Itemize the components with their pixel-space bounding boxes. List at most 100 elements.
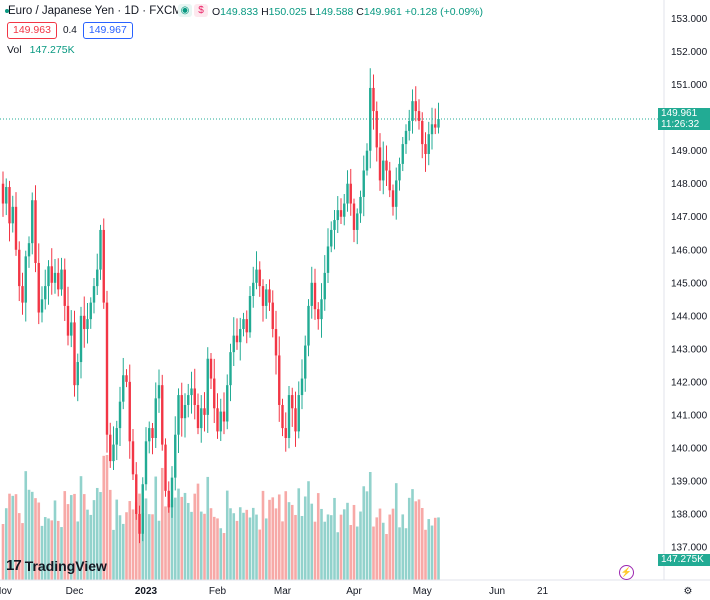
candle	[278, 336, 281, 422]
close-value: 149.961	[363, 6, 402, 18]
candle-body	[430, 124, 434, 135]
price-tick-label: 145.000	[671, 278, 708, 289]
volume-bar	[27, 489, 31, 580]
candle-body	[34, 200, 37, 263]
candle	[18, 241, 21, 302]
close-label: C	[356, 6, 364, 18]
lightning-icon[interactable]: ⚡	[619, 565, 634, 580]
volume-bar	[427, 519, 431, 580]
candle	[53, 258, 57, 294]
volume-bar	[297, 488, 301, 580]
volume-bar	[258, 529, 262, 580]
candle-body	[294, 408, 297, 432]
candle	[326, 228, 330, 283]
sell-button[interactable]: 149.963	[7, 22, 57, 39]
volume-bar	[121, 523, 125, 580]
candle-body	[235, 335, 239, 343]
candle-body	[362, 170, 365, 197]
time-tick-label: 21	[537, 586, 549, 597]
volume-bar	[17, 513, 21, 580]
candle-body	[128, 381, 131, 442]
candle	[265, 284, 268, 319]
candle-body	[109, 434, 112, 462]
buy-button[interactable]: 149.967	[82, 22, 133, 39]
volume-bars	[1, 455, 440, 580]
volume-bar	[411, 489, 414, 580]
volume-bar	[225, 490, 229, 580]
candle-body	[245, 319, 248, 333]
candle	[229, 343, 232, 402]
time-tick-label: Apr	[346, 586, 362, 597]
candle-body	[83, 315, 86, 330]
volume-bar	[232, 513, 236, 580]
candle-body	[76, 362, 79, 386]
volume-bar	[79, 476, 83, 580]
volume-bar	[95, 487, 99, 580]
candle-body	[31, 200, 34, 244]
candle	[37, 243, 40, 325]
candle-body	[365, 150, 369, 171]
candle-body	[310, 282, 313, 306]
candle	[235, 318, 239, 350]
volume-bar	[8, 493, 11, 580]
candle	[31, 192, 34, 255]
candle-body	[183, 404, 187, 419]
volume-bar	[1, 524, 5, 580]
candle-body	[359, 196, 362, 214]
candle	[356, 208, 359, 245]
candle-body	[304, 345, 307, 379]
candle-body	[86, 319, 89, 330]
candle	[352, 198, 356, 243]
candle-body	[92, 286, 96, 303]
volume-bar	[378, 508, 382, 580]
candle	[291, 387, 294, 427]
axis-settings-icon[interactable]: ⚙	[684, 586, 693, 597]
candle	[141, 477, 144, 542]
candle-body	[144, 441, 148, 485]
candle	[372, 74, 375, 130]
candle	[118, 386, 122, 446]
candle-body	[206, 358, 209, 415]
candle-body	[102, 229, 105, 303]
price-tick-label: 140.000	[671, 443, 708, 454]
candle-body	[115, 428, 118, 445]
volume-bar	[424, 529, 427, 580]
candle-body	[209, 358, 213, 379]
candle	[359, 190, 362, 223]
time-tick-label: 2023	[135, 586, 158, 597]
eye-icon[interactable]: ◉	[178, 4, 192, 17]
candle	[349, 168, 352, 216]
volume-legend[interactable]: Vol 147.275K	[7, 44, 75, 56]
candle-body	[291, 395, 294, 409]
candle-body	[47, 266, 50, 287]
price-tick-label: 142.000	[671, 377, 708, 388]
candle-body	[187, 395, 190, 405]
time-tick-label: Jun	[489, 586, 505, 597]
volume-bar	[177, 488, 180, 580]
candle-body	[14, 206, 18, 250]
candle	[40, 286, 44, 323]
volume-bar	[287, 502, 291, 580]
volume-bar	[313, 521, 317, 580]
symbol-title[interactable]: Euro / Japanese Yen · 1D · FXCM	[8, 5, 182, 17]
candle	[66, 286, 70, 346]
candle	[138, 505, 141, 544]
volume-bar	[193, 493, 197, 580]
candle-body	[333, 220, 336, 230]
candle	[271, 290, 274, 338]
tradingview-logo[interactable]: 17 TradingView	[6, 557, 107, 574]
volume-bar	[320, 508, 323, 580]
volume-bar	[160, 467, 164, 580]
candle-body	[161, 385, 164, 445]
candle	[161, 374, 164, 451]
volume-bar	[128, 501, 132, 580]
candle-body	[63, 269, 66, 306]
volume-bar	[284, 491, 288, 580]
price-tick-label: 141.000	[671, 410, 708, 421]
volume-bar	[352, 504, 356, 580]
candle	[47, 260, 50, 305]
price-tick-label: 139.000	[671, 476, 708, 487]
dollar-icon[interactable]: $	[194, 4, 208, 17]
